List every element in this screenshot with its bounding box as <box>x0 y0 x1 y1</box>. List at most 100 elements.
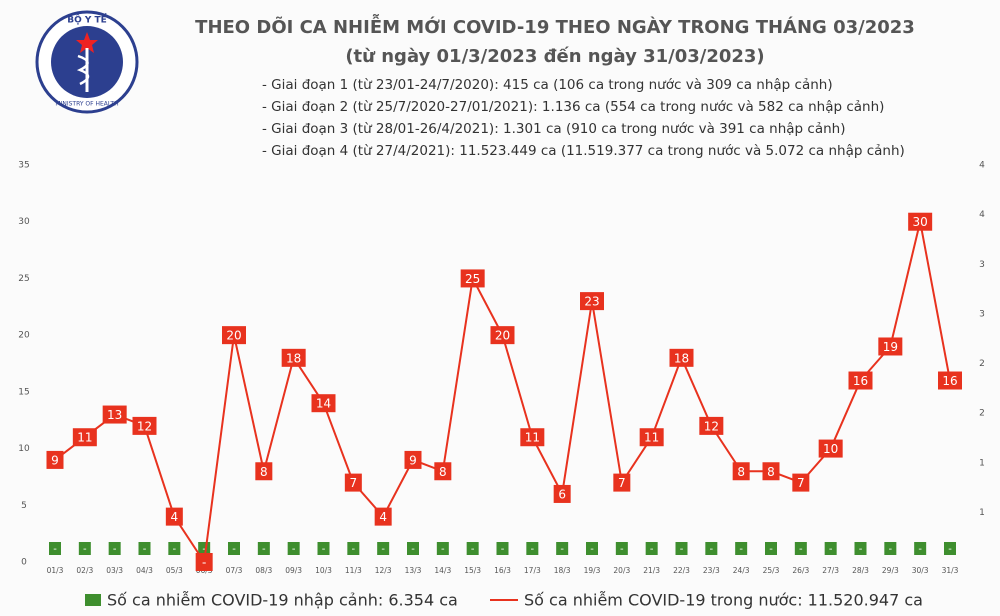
y2-tick-label: 2 <box>979 359 985 369</box>
bar-label-box <box>228 542 240 555</box>
point-label: 11 <box>644 431 659 445</box>
y-tick-label: 30 <box>18 217 30 227</box>
bar-label: - <box>739 544 743 555</box>
x-tick-label: 02/3 <box>76 566 93 575</box>
bar-label: - <box>859 544 863 555</box>
point-label-box <box>311 394 336 413</box>
point-label: 7 <box>618 476 626 490</box>
point-label: 13 <box>107 408 122 422</box>
bar-label-box <box>794 542 807 555</box>
point-label: 30 <box>913 215 928 229</box>
bar-label: - <box>501 544 505 555</box>
y-tick-label: 0 <box>21 558 27 568</box>
bar-label-box <box>317 542 330 555</box>
point-label-box <box>132 416 157 435</box>
point-label-box <box>613 473 631 492</box>
note: - Giai đoạn 3 (từ 28/01-26/4/2021): 1.30… <box>262 121 846 137</box>
point-label-box <box>878 337 903 356</box>
bar-label-box <box>914 542 927 555</box>
bar-label-box <box>407 542 419 555</box>
x-tick-label: 09/3 <box>285 566 302 575</box>
y2-tick-label: 3 <box>979 260 985 270</box>
x-tick-label: 24/3 <box>733 566 750 575</box>
point-label-box <box>46 450 64 469</box>
x-tick-label: 17/3 <box>524 566 541 575</box>
point-label-box <box>639 428 664 447</box>
point-label: 8 <box>439 465 447 479</box>
point-label: 7 <box>350 476 358 490</box>
point-label: 19 <box>883 340 898 354</box>
y2-tick-label: 1 <box>979 508 985 518</box>
bar-label: - <box>560 544 564 555</box>
bar-label: - <box>53 544 57 555</box>
bar-label-box <box>436 542 449 555</box>
x-tick-label: 29/3 <box>882 566 899 575</box>
x-tick-label: 16/3 <box>494 566 511 575</box>
point-label-box <box>818 439 843 458</box>
point-label: 8 <box>260 465 268 479</box>
point-label: 18 <box>286 351 301 365</box>
point-label-box <box>281 348 306 367</box>
bar-label-box <box>257 542 270 555</box>
point-label: 7 <box>797 476 805 490</box>
point-label-box <box>195 553 213 571</box>
bar-label-box <box>287 542 300 555</box>
logo-bottom: MINISTRY OF HEALTH <box>55 101 118 108</box>
note: - Giai đoạn 1 (từ 23/01-24/7/2020): 415 … <box>262 77 833 93</box>
bar-label: - <box>441 544 445 555</box>
point-label: 23 <box>584 295 599 309</box>
bar-label: - <box>232 544 236 555</box>
bar-label-box <box>705 542 718 555</box>
point-label: 11 <box>77 431 92 445</box>
x-tick-label: 14/3 <box>434 566 451 575</box>
x-tick-label: 10/3 <box>315 566 332 575</box>
point-label: 6 <box>558 487 566 501</box>
point-label: 16 <box>942 374 957 388</box>
point-label: 14 <box>316 397 331 411</box>
y-tick-label: 5 <box>21 501 27 511</box>
point-label: 11 <box>525 431 540 445</box>
bar-label: - <box>202 544 206 555</box>
bar-label: - <box>948 544 952 555</box>
bar-label: - <box>292 544 296 555</box>
point-label-box <box>520 428 545 447</box>
point-label-box <box>404 450 422 469</box>
bar-label: - <box>829 544 833 555</box>
x-tick-label: 27/3 <box>822 566 839 575</box>
x-tick-label: 26/3 <box>792 566 809 575</box>
note: - Giai đoạn 4 (từ 27/4/2021): 11.523.449… <box>262 143 905 159</box>
bar-label: - <box>173 544 177 555</box>
bar-label-box <box>556 542 569 555</box>
x-tick-label: 20/3 <box>613 566 630 575</box>
x-tick-label: 28/3 <box>852 566 869 575</box>
bar-label: - <box>83 544 87 555</box>
point-label-box <box>165 507 183 526</box>
y-tick-label: 15 <box>18 387 29 397</box>
x-tick-label: 23/3 <box>703 566 720 575</box>
point-label: 8 <box>737 465 745 479</box>
bar-label-box <box>944 542 956 555</box>
bar-label-box <box>645 542 658 555</box>
bar-label: - <box>322 544 326 555</box>
bar-label: - <box>411 544 415 555</box>
y2-tick-label: 1 <box>979 458 985 468</box>
bar-label: - <box>710 544 714 555</box>
x-tick-label: 31/3 <box>942 566 959 575</box>
legend-label: Số ca nhiễm COVID-19 nhập cảnh: 6.354 ca <box>107 591 458 610</box>
bar-label: - <box>531 544 535 555</box>
bar-label: - <box>352 544 356 555</box>
bar-label: - <box>471 544 475 555</box>
point-label: 20 <box>226 329 241 343</box>
point-label: 9 <box>409 453 417 467</box>
note: - Giai đoạn 2 (từ 25/7/2020-27/01/2021):… <box>262 99 884 115</box>
x-tick-label: 15/3 <box>464 566 481 575</box>
bar-label-box <box>496 542 509 555</box>
point-label: 12 <box>137 419 152 433</box>
x-tick-label: 22/3 <box>673 566 690 575</box>
y-tick-label: 10 <box>18 444 30 454</box>
bar-label: - <box>620 544 624 555</box>
x-tick-label: 13/3 <box>405 566 422 575</box>
bar-label-box <box>138 542 151 555</box>
point-label-box <box>255 462 273 481</box>
x-tick-label: 05/3 <box>166 566 183 575</box>
